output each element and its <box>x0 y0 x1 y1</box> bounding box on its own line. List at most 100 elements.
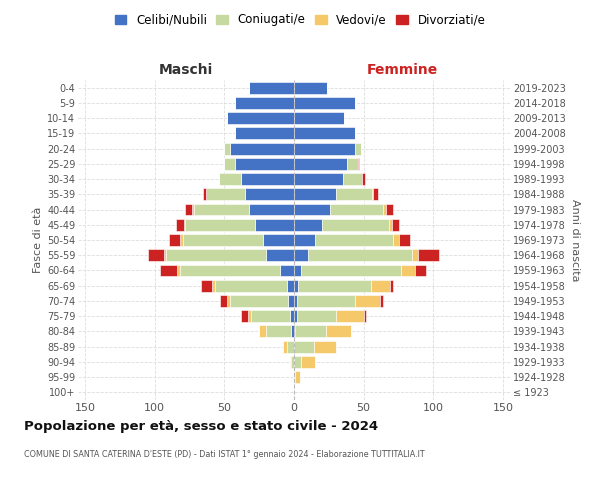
Bar <box>180 264 280 276</box>
Bar <box>283 340 287 352</box>
Bar <box>250 204 294 216</box>
Bar <box>401 264 415 276</box>
Bar <box>294 188 336 200</box>
Bar <box>372 188 373 200</box>
Bar <box>308 250 412 261</box>
Bar <box>358 158 359 170</box>
Bar <box>176 219 184 230</box>
Bar <box>266 326 291 338</box>
Bar <box>336 310 364 322</box>
Bar <box>294 264 301 276</box>
Text: Popolazione per età, sesso e stato civile - 2024: Popolazione per età, sesso e stato civil… <box>24 420 378 433</box>
Bar <box>415 264 427 276</box>
Bar <box>280 264 294 276</box>
Bar <box>230 142 294 154</box>
Bar <box>297 310 336 322</box>
Bar <box>287 280 294 291</box>
Bar <box>290 310 294 322</box>
Bar <box>294 112 344 124</box>
Bar <box>294 219 322 230</box>
Bar <box>184 219 185 230</box>
Bar <box>322 219 389 230</box>
Bar <box>364 310 367 322</box>
Bar <box>294 250 308 261</box>
Bar <box>295 326 326 338</box>
Bar <box>255 219 294 230</box>
Bar <box>291 356 294 368</box>
Bar <box>287 340 294 352</box>
Bar <box>235 128 294 140</box>
Bar <box>371 280 390 291</box>
Bar <box>180 234 182 246</box>
Bar <box>294 234 315 246</box>
Bar <box>294 295 297 307</box>
Bar <box>224 142 230 154</box>
Bar <box>160 264 177 276</box>
Bar <box>215 280 287 291</box>
Bar <box>386 204 393 216</box>
Bar <box>248 310 251 322</box>
Bar <box>315 234 393 246</box>
Bar <box>373 188 377 200</box>
Bar <box>330 204 383 216</box>
Bar <box>291 326 294 338</box>
Bar <box>355 142 361 154</box>
Bar <box>224 158 235 170</box>
Bar <box>200 280 212 291</box>
Legend: Celibi/Nubili, Coniugati/e, Vedovi/e, Divorziati/e: Celibi/Nubili, Coniugati/e, Vedovi/e, Di… <box>115 14 485 26</box>
Bar <box>412 250 418 261</box>
Bar <box>390 280 393 291</box>
Bar <box>294 310 297 322</box>
Bar <box>314 340 336 352</box>
Bar <box>220 295 227 307</box>
Bar <box>297 295 355 307</box>
Bar <box>294 356 301 368</box>
Text: Maschi: Maschi <box>159 63 213 77</box>
Bar <box>289 295 294 307</box>
Bar <box>148 250 164 261</box>
Bar <box>295 371 299 383</box>
Bar <box>182 234 263 246</box>
Bar <box>235 158 294 170</box>
Bar <box>192 204 194 216</box>
Bar <box>227 295 230 307</box>
Bar <box>235 97 294 109</box>
Bar <box>336 188 372 200</box>
Bar <box>393 234 398 246</box>
Bar <box>294 173 343 185</box>
Bar <box>241 173 294 185</box>
Y-axis label: Anni di nascita: Anni di nascita <box>569 198 580 281</box>
Bar <box>166 250 266 261</box>
Bar <box>251 310 290 322</box>
Bar <box>294 204 330 216</box>
Y-axis label: Fasce di età: Fasce di età <box>32 207 43 273</box>
Bar <box>185 204 192 216</box>
Bar <box>294 142 355 154</box>
Text: COMUNE DI SANTA CATERINA D'ESTE (PD) - Dati ISTAT 1° gennaio 2024 - Elaborazione: COMUNE DI SANTA CATERINA D'ESTE (PD) - D… <box>24 450 425 459</box>
Bar <box>245 188 294 200</box>
Bar <box>389 219 392 230</box>
Bar <box>259 326 266 338</box>
Bar <box>326 326 351 338</box>
Bar <box>212 280 215 291</box>
Bar <box>169 234 180 246</box>
Bar <box>227 112 294 124</box>
Bar <box>266 250 294 261</box>
Bar <box>206 188 245 200</box>
Bar <box>298 280 371 291</box>
Bar <box>355 295 380 307</box>
Bar <box>203 188 206 200</box>
Bar <box>219 173 241 185</box>
Bar <box>164 250 166 261</box>
Bar <box>241 310 248 322</box>
Bar <box>294 97 355 109</box>
Bar <box>177 264 180 276</box>
Bar <box>380 295 383 307</box>
Bar <box>362 173 365 185</box>
Bar <box>347 158 358 170</box>
Bar <box>398 234 410 246</box>
Bar <box>185 219 255 230</box>
Bar <box>392 219 398 230</box>
Bar <box>263 234 294 246</box>
Bar <box>294 82 328 94</box>
